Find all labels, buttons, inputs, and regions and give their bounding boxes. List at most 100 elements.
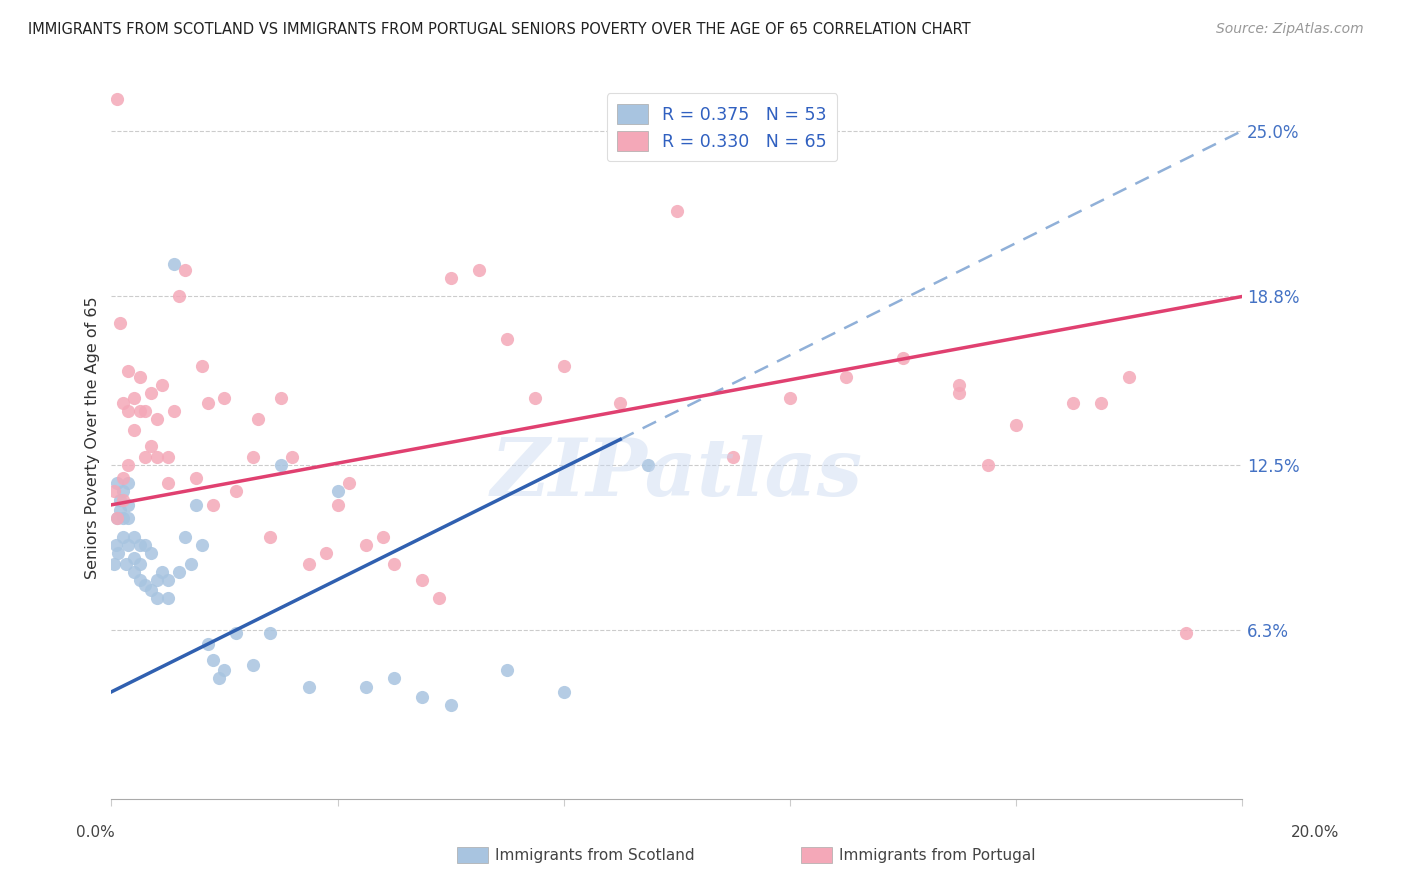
Point bbox=[298, 680, 321, 694]
Point bbox=[107, 546, 129, 560]
Point bbox=[134, 578, 156, 592]
Point bbox=[270, 458, 292, 472]
Point bbox=[411, 573, 433, 587]
Point bbox=[122, 530, 145, 544]
Point bbox=[145, 573, 167, 587]
Point bbox=[948, 377, 970, 392]
Point bbox=[117, 476, 139, 491]
Point bbox=[108, 316, 131, 330]
Point bbox=[259, 530, 281, 544]
Point bbox=[1005, 417, 1028, 432]
Point bbox=[156, 573, 179, 587]
Text: Immigrants from Portugal: Immigrants from Portugal bbox=[839, 848, 1036, 863]
Point bbox=[117, 511, 139, 525]
Point bbox=[326, 484, 349, 499]
Point bbox=[150, 565, 173, 579]
Point bbox=[117, 498, 139, 512]
Point bbox=[225, 484, 247, 499]
Point bbox=[315, 546, 337, 560]
Point bbox=[108, 503, 131, 517]
Point bbox=[134, 404, 156, 418]
Point bbox=[326, 498, 349, 512]
Point bbox=[186, 498, 208, 512]
Text: Source: ZipAtlas.com: Source: ZipAtlas.com bbox=[1216, 22, 1364, 37]
Point bbox=[524, 391, 547, 405]
Point bbox=[122, 423, 145, 437]
Point bbox=[167, 565, 190, 579]
Point bbox=[247, 412, 270, 426]
Point bbox=[427, 591, 450, 606]
Point bbox=[111, 511, 134, 525]
Point bbox=[122, 551, 145, 566]
Point bbox=[117, 404, 139, 418]
Point bbox=[122, 565, 145, 579]
Point bbox=[202, 498, 225, 512]
Point bbox=[105, 511, 128, 525]
Point bbox=[242, 658, 264, 673]
Text: Immigrants from Scotland: Immigrants from Scotland bbox=[495, 848, 695, 863]
Point bbox=[1174, 626, 1197, 640]
Point bbox=[156, 476, 179, 491]
Text: IMMIGRANTS FROM SCOTLAND VS IMMIGRANTS FROM PORTUGAL SENIORS POVERTY OVER THE AG: IMMIGRANTS FROM SCOTLAND VS IMMIGRANTS F… bbox=[28, 22, 970, 37]
Point bbox=[114, 557, 136, 571]
Point bbox=[111, 396, 134, 410]
Point bbox=[162, 257, 184, 271]
Point bbox=[948, 385, 970, 400]
Point bbox=[103, 557, 125, 571]
Point bbox=[128, 404, 150, 418]
Legend: R = 0.375   N = 53, R = 0.330   N = 65: R = 0.375 N = 53, R = 0.330 N = 65 bbox=[607, 94, 838, 161]
Point bbox=[298, 557, 321, 571]
Point bbox=[103, 484, 125, 499]
Point bbox=[468, 262, 491, 277]
Point bbox=[139, 439, 162, 453]
Point bbox=[111, 484, 134, 499]
Point bbox=[723, 450, 745, 464]
Point bbox=[1118, 369, 1140, 384]
Point bbox=[104, 538, 127, 552]
Point bbox=[162, 404, 184, 418]
Point bbox=[214, 664, 236, 678]
Point bbox=[122, 391, 145, 405]
Point bbox=[214, 391, 236, 405]
Point bbox=[553, 359, 575, 373]
Point bbox=[167, 289, 190, 303]
Point bbox=[197, 637, 219, 651]
Point bbox=[496, 332, 519, 346]
Point bbox=[128, 369, 150, 384]
Point bbox=[117, 538, 139, 552]
Point bbox=[180, 557, 202, 571]
Point bbox=[128, 573, 150, 587]
Point bbox=[354, 680, 377, 694]
Point bbox=[156, 591, 179, 606]
Point bbox=[150, 377, 173, 392]
Point bbox=[553, 685, 575, 699]
Point bbox=[1090, 396, 1112, 410]
Point bbox=[208, 672, 231, 686]
Point bbox=[105, 476, 128, 491]
Point bbox=[139, 385, 162, 400]
Text: ZIPatlas: ZIPatlas bbox=[491, 435, 863, 513]
Point bbox=[134, 450, 156, 464]
Point bbox=[139, 546, 162, 560]
Point bbox=[440, 698, 463, 713]
Text: 0.0%: 0.0% bbox=[76, 825, 115, 840]
Point bbox=[174, 530, 197, 544]
Point bbox=[835, 369, 858, 384]
Point bbox=[665, 204, 688, 219]
Point bbox=[105, 92, 128, 106]
Point bbox=[225, 626, 247, 640]
Point bbox=[145, 450, 167, 464]
Point bbox=[371, 530, 394, 544]
Point bbox=[174, 262, 197, 277]
Point bbox=[382, 672, 405, 686]
Point bbox=[156, 450, 179, 464]
Point bbox=[891, 351, 914, 365]
Point bbox=[105, 511, 128, 525]
Point bbox=[145, 591, 167, 606]
Point bbox=[191, 359, 214, 373]
Point bbox=[637, 458, 659, 472]
Text: 20.0%: 20.0% bbox=[1291, 825, 1339, 840]
Point bbox=[496, 664, 519, 678]
Point bbox=[779, 391, 801, 405]
Point bbox=[111, 471, 134, 485]
